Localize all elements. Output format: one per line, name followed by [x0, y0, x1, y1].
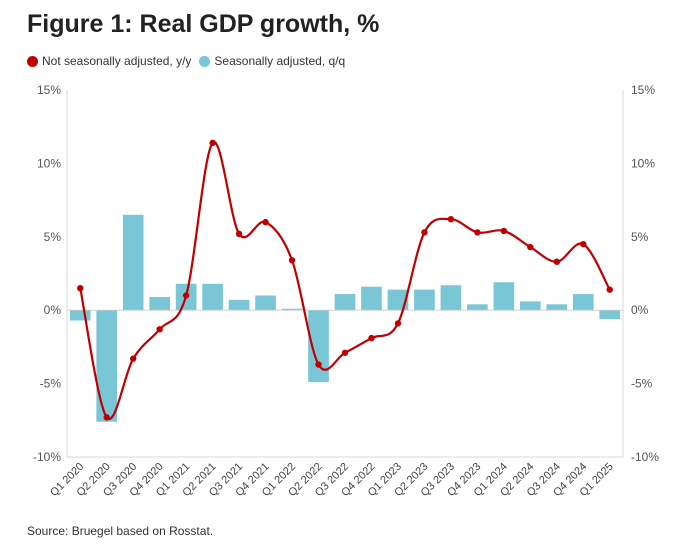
bar [96, 310, 118, 422]
line-point [606, 286, 613, 293]
line-point [500, 227, 508, 235]
line-point [421, 229, 428, 236]
bar [493, 282, 515, 311]
bar [361, 286, 382, 311]
legend-item-nsa: Not seasonally adjusted, y/y [27, 54, 191, 68]
series-line-nsa [79, 141, 611, 421]
line-point [368, 334, 375, 342]
line-point [288, 257, 296, 264]
y-tick-label-right: -5% [631, 377, 653, 391]
line-point [527, 243, 534, 251]
legend-item-sa: Seasonally adjusted, q/q [199, 54, 345, 68]
y-tick-label-left: -10% [33, 450, 61, 464]
bar [599, 310, 621, 320]
line-point [447, 215, 455, 223]
y-tick-label-right: 10% [631, 156, 655, 170]
bar [69, 310, 91, 321]
y-tick-label-right: 15% [631, 83, 655, 97]
line-point [182, 292, 190, 299]
bar [228, 299, 250, 311]
y-tick-label-left: 15% [37, 83, 61, 97]
bar [440, 285, 462, 311]
line-point [262, 218, 269, 226]
y-tick-label-left: 0% [44, 303, 62, 317]
legend-label-sa: Seasonally adjusted, q/q [214, 54, 346, 68]
legend-label-nsa: Not seasonally adjusted, y/y [42, 54, 192, 68]
bar [572, 294, 594, 311]
bar [202, 283, 223, 311]
bar [520, 301, 541, 311]
line-point [235, 230, 243, 238]
line-point [315, 361, 322, 368]
chart-title: Figure 1: Real GDP growth, % [27, 10, 380, 38]
line-point [77, 284, 84, 292]
line-point [474, 229, 481, 236]
bar [467, 304, 488, 311]
bar [281, 308, 303, 311]
line-point [580, 240, 587, 248]
line-point [209, 139, 216, 147]
bar [546, 304, 568, 311]
bar [334, 294, 356, 311]
y-tick-label-right: 0% [631, 303, 649, 317]
y-tick-label-left: -5% [40, 377, 62, 391]
bar [414, 289, 435, 311]
legend: Not seasonally adjusted, y/y Seasonally … [27, 54, 353, 68]
bar [308, 310, 329, 383]
y-tick-label-left: 5% [44, 230, 62, 244]
y-tick-label-left: 10% [37, 156, 61, 170]
line-point [156, 326, 163, 333]
bar [122, 214, 144, 311]
line-point [129, 355, 137, 362]
y-tick-label-right: 5% [631, 230, 649, 244]
source-note: Source: Bruegel based on Rosstat. [27, 524, 214, 538]
legend-swatch-bar [199, 55, 211, 67]
line-point [341, 349, 349, 356]
line-point [103, 414, 110, 421]
bar [255, 295, 276, 311]
legend-swatch-line [27, 55, 38, 67]
line-point [394, 320, 402, 327]
y-tick-label-right: -10% [631, 450, 659, 464]
bar [149, 296, 170, 311]
line-point [553, 258, 561, 265]
